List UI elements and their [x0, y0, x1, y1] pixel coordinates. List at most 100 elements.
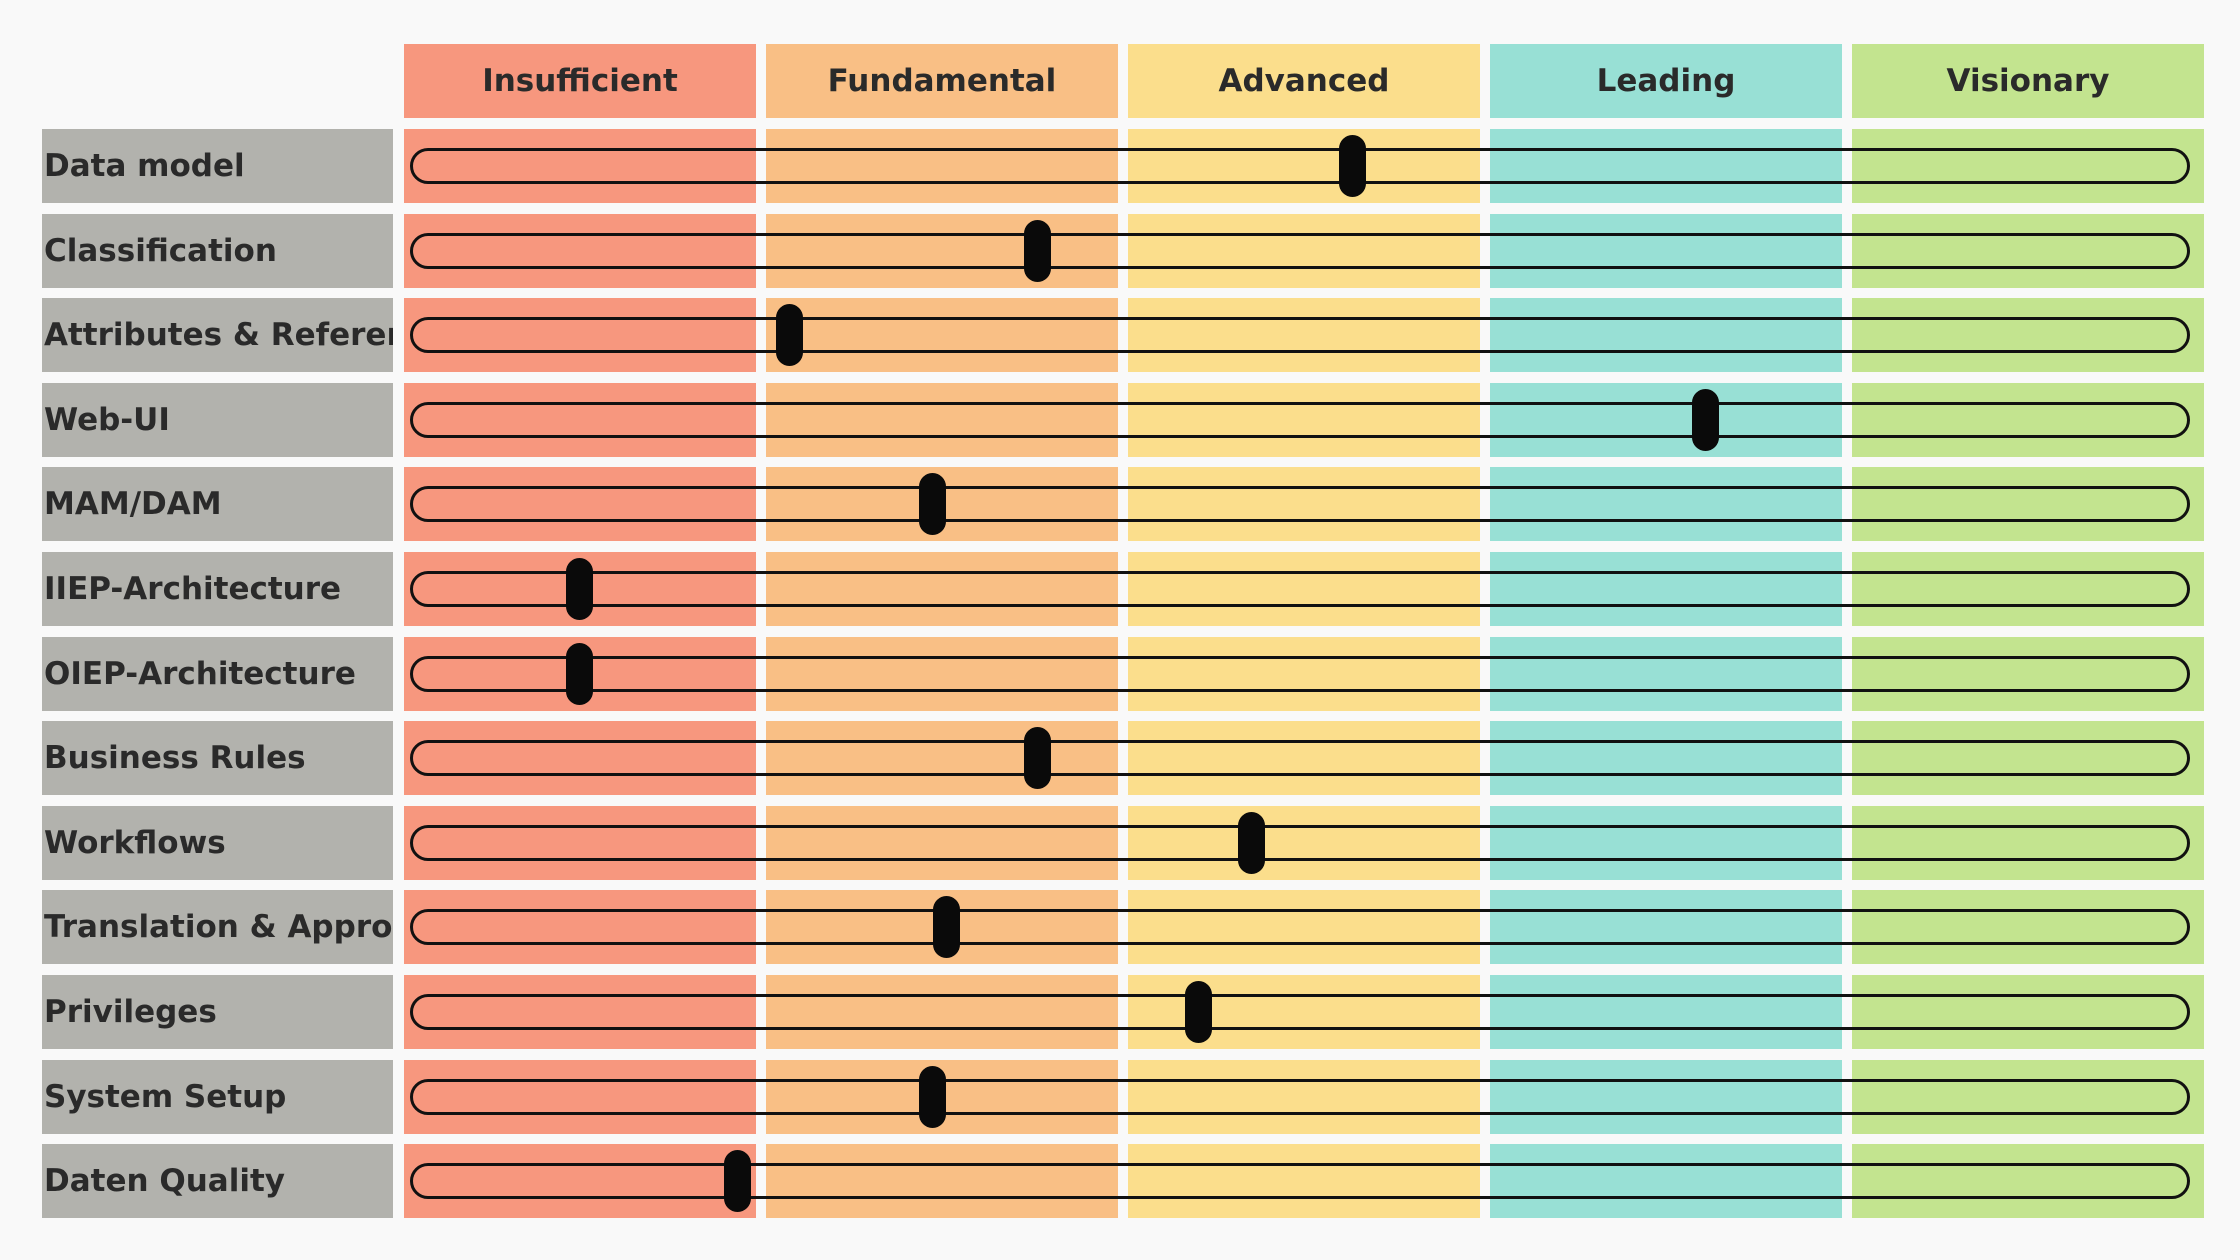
band-fundamental — [766, 721, 1118, 795]
band-fundamental — [766, 298, 1118, 372]
level-header-visionary: Visionary — [1852, 44, 2204, 118]
band-advanced — [1128, 383, 1480, 457]
marker-system-setup — [919, 1066, 946, 1128]
band-leading — [1490, 637, 1842, 711]
marker-data-model — [1339, 135, 1366, 197]
band-advanced — [1128, 1144, 1480, 1218]
band-insufficient — [404, 467, 756, 541]
band-advanced — [1128, 1060, 1480, 1134]
slider-track — [410, 656, 2190, 692]
band-leading — [1490, 721, 1842, 795]
level-header-insufficient: Insufficient — [404, 44, 756, 118]
marker-classification — [1024, 220, 1051, 282]
marker-privileges — [1185, 981, 1212, 1043]
marker-attributes-and-references — [776, 304, 803, 366]
band-insufficient — [404, 806, 756, 880]
slider-track — [410, 233, 2190, 269]
row-label-data-model: Data model — [42, 129, 393, 203]
band-insufficient — [404, 129, 756, 203]
band-advanced — [1128, 129, 1480, 203]
band-leading — [1490, 975, 1842, 1049]
band-insufficient — [404, 975, 756, 1049]
band-leading — [1490, 129, 1842, 203]
band-fundamental — [766, 552, 1118, 626]
band-leading — [1490, 1060, 1842, 1134]
band-fundamental — [766, 129, 1118, 203]
band-advanced — [1128, 890, 1480, 964]
slider-track — [410, 571, 2190, 607]
band-leading — [1490, 806, 1842, 880]
marker-business-rules — [1024, 727, 1051, 789]
band-visionary — [1852, 637, 2204, 711]
level-header-fundamental: Fundamental — [766, 44, 1118, 118]
band-leading — [1490, 383, 1842, 457]
band-leading — [1490, 1144, 1842, 1218]
band-leading — [1490, 214, 1842, 288]
band-fundamental — [766, 637, 1118, 711]
band-insufficient — [404, 1144, 756, 1218]
slider-track — [410, 148, 2190, 184]
slider-track — [410, 994, 2190, 1030]
row-label-web-ui: Web-UI — [42, 383, 393, 457]
slider-track — [410, 317, 2190, 353]
row-label-iiep-architecture: IIEP-Architecture — [42, 552, 393, 626]
slider-track — [410, 909, 2190, 945]
slider-track — [410, 402, 2190, 438]
marker-translation-and-approve — [933, 896, 960, 958]
band-advanced — [1128, 214, 1480, 288]
row-label-classification: Classification — [42, 214, 393, 288]
band-advanced — [1128, 298, 1480, 372]
band-insufficient — [404, 383, 756, 457]
band-visionary — [1852, 975, 2204, 1049]
band-insufficient — [404, 890, 756, 964]
band-leading — [1490, 467, 1842, 541]
band-visionary — [1852, 1060, 2204, 1134]
marker-iiep-architecture — [566, 558, 593, 620]
band-fundamental — [766, 1144, 1118, 1218]
row-label-privileges: Privileges — [42, 975, 393, 1049]
row-label-workflows: Workflows — [42, 806, 393, 880]
band-leading — [1490, 890, 1842, 964]
band-leading — [1490, 298, 1842, 372]
marker-workflows — [1238, 812, 1265, 874]
row-label-system-setup: System Setup — [42, 1060, 393, 1134]
band-fundamental — [766, 383, 1118, 457]
band-visionary — [1852, 806, 2204, 880]
level-header-leading: Leading — [1490, 44, 1842, 118]
band-advanced — [1128, 552, 1480, 626]
band-visionary — [1852, 298, 2204, 372]
band-visionary — [1852, 552, 2204, 626]
row-label-daten-quality: Daten Quality — [42, 1144, 393, 1218]
band-visionary — [1852, 890, 2204, 964]
band-leading — [1490, 552, 1842, 626]
slider-track — [410, 740, 2190, 776]
marker-oiep-architecture — [566, 643, 593, 705]
marker-daten-quality — [724, 1150, 751, 1212]
band-insufficient — [404, 298, 756, 372]
band-fundamental — [766, 214, 1118, 288]
band-visionary — [1852, 467, 2204, 541]
marker-mam-dam — [919, 473, 946, 535]
level-header-advanced: Advanced — [1128, 44, 1480, 118]
slider-track — [410, 1163, 2190, 1199]
row-label-oiep-architecture: OIEP-Architecture — [42, 637, 393, 711]
band-advanced — [1128, 721, 1480, 795]
band-advanced — [1128, 806, 1480, 880]
marker-web-ui — [1692, 389, 1719, 451]
band-advanced — [1128, 637, 1480, 711]
band-insufficient — [404, 721, 756, 795]
slider-track — [410, 486, 2190, 522]
band-insufficient — [404, 214, 756, 288]
slider-track — [410, 1079, 2190, 1115]
row-label-translation-and-approve: Translation & Approve — [42, 890, 393, 964]
band-insufficient — [404, 1060, 756, 1134]
row-label-mam-dam: MAM/DAM — [42, 467, 393, 541]
band-visionary — [1852, 214, 2204, 288]
row-label-business-rules: Business Rules — [42, 721, 393, 795]
band-visionary — [1852, 383, 2204, 457]
band-visionary — [1852, 129, 2204, 203]
row-label-attributes-and-references: Attributes & References — [42, 298, 393, 372]
slider-track — [410, 825, 2190, 861]
band-visionary — [1852, 1144, 2204, 1218]
